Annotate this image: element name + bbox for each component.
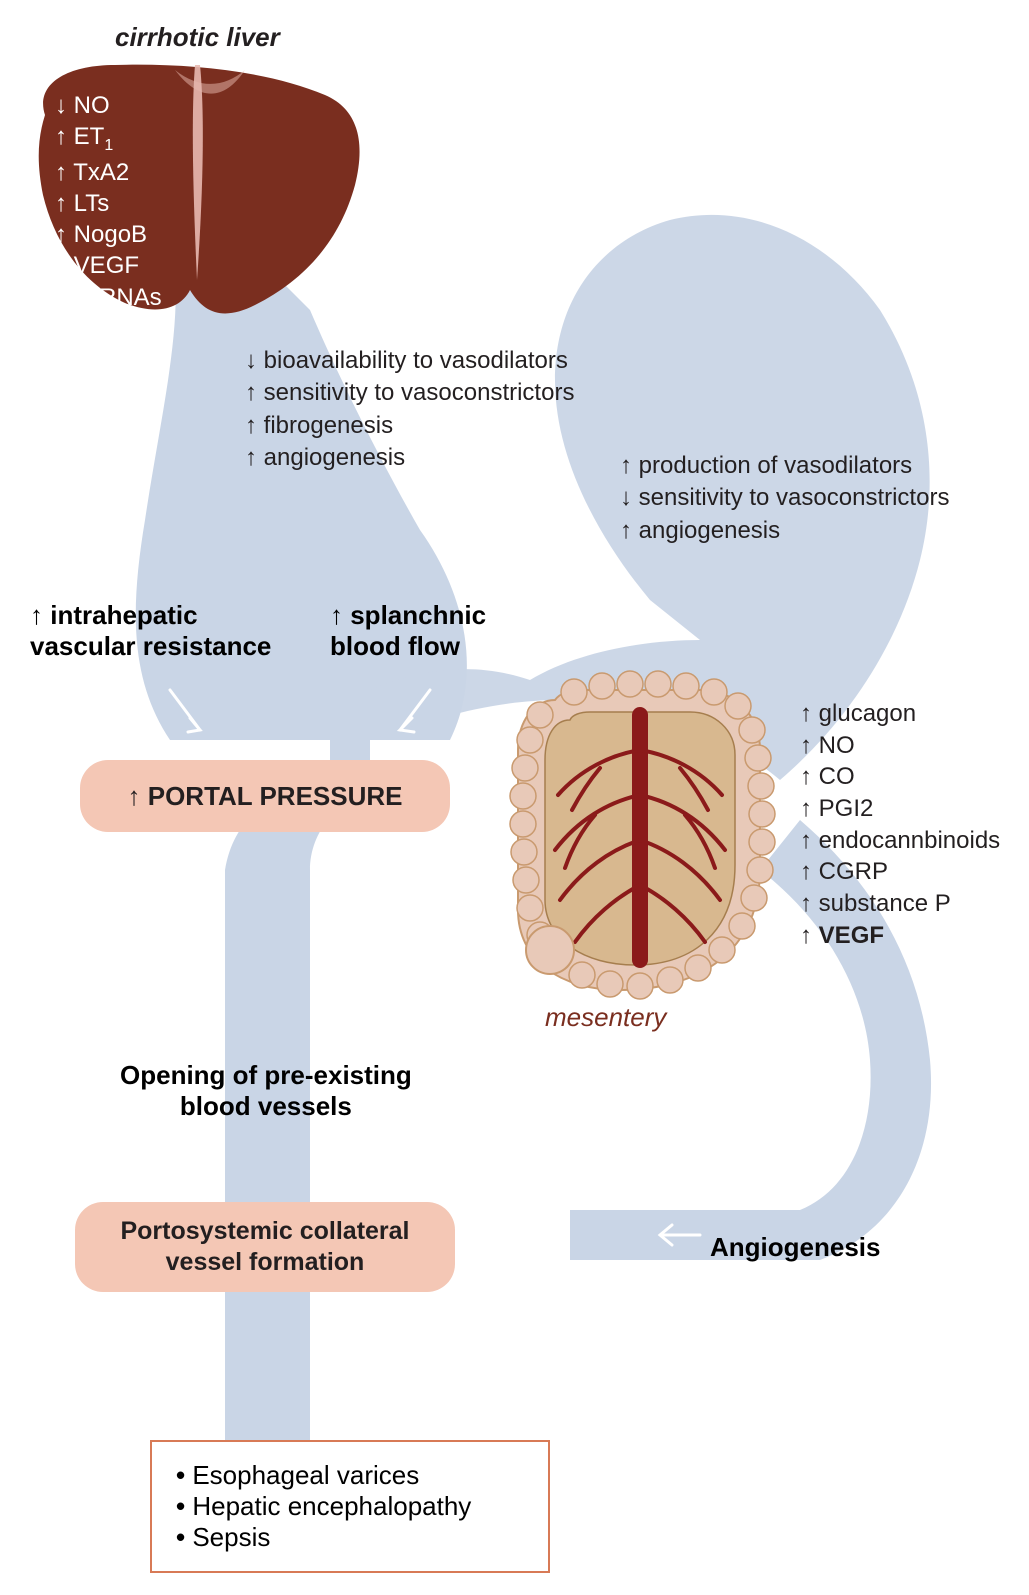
opening-label: Opening of pre-existing blood vessels [120, 1060, 412, 1122]
outcome-item: Sepsis [176, 1522, 524, 1553]
mesentery-title: mesentery [545, 1000, 666, 1035]
liver-title: cirrhotic liver [115, 20, 280, 55]
liver-factor-item: ↑ VEGF [55, 250, 162, 281]
collateral-pill: Portosystemic collateral vessel formatio… [75, 1202, 455, 1292]
intrahepatic-effects: ↓ bioavailability to vasodilators ↑ sens… [245, 345, 574, 475]
effect-item: ↑ sensitivity to vasoconstrictors [245, 377, 574, 409]
mesentery-factor-item: ↑ PGI2 [800, 793, 1000, 825]
mesentery-factor-item: ↑ glucagon [800, 698, 1000, 730]
portal-pressure-pill: ↑ PORTAL PRESSURE [80, 760, 450, 832]
splanchnic-effects: ↑ production of vasodilators ↓ sensitivi… [620, 450, 949, 547]
effect-item: ↓ sensitivity to vasoconstrictors [620, 482, 949, 514]
splanchnic-label: ↑ splanchnic blood flow [330, 600, 486, 662]
effect-item: ↑ angiogenesis [245, 442, 574, 474]
outcomes-box: Esophageal varices Hepatic encephalopath… [150, 1440, 550, 1573]
liver-factor-item: ↓ NO [55, 90, 162, 121]
mesentery-factors: ↑ glucagon ↑ NO ↑ CO ↑ PGI2 ↑ endocannbi… [800, 698, 1000, 951]
mesentery-factor-item: ↑ substance P [800, 888, 1000, 920]
outcome-item: Hepatic encephalopathy [176, 1491, 524, 1522]
liver-factor-item: ↑ TxA2 [55, 157, 162, 188]
mesentery-factor-item: ↑ NO [800, 730, 1000, 762]
liver-factor-item: ↑ ET1 [55, 121, 162, 157]
intrahepatic-label: ↑ intrahepatic vascular resistance [30, 600, 271, 662]
effect-item: ↓ bioavailability to vasodilators [245, 345, 574, 377]
mesentery-illustration [500, 660, 780, 1000]
outcome-item: Esophageal varices [176, 1460, 524, 1491]
mesentery-factor-item: ↑ endocannbinoids [800, 825, 1000, 857]
effect-item: ↑ angiogenesis [620, 515, 949, 547]
liver-factor-item: ↑ NogoB [55, 219, 162, 250]
angiogenesis-label: Angiogenesis [710, 1232, 880, 1263]
effect-item: ↑ fibrogenesis [245, 410, 574, 442]
liver-factor-item: ↑ LTs [55, 188, 162, 219]
mesentery-factor-item: ↑ VEGF [800, 920, 1000, 952]
mesentery-factor-item: ↑ CO [800, 761, 1000, 793]
liver-factor-item: ↓ miRNAs [55, 282, 162, 313]
liver-factors: ↓ NO ↑ ET1 ↑ TxA2 ↑ LTs ↑ NogoB ↑ VEGF ↓… [55, 90, 162, 313]
mesentery-factor-item: ↑ CGRP [800, 856, 1000, 888]
effect-item: ↑ production of vasodilators [620, 450, 949, 482]
